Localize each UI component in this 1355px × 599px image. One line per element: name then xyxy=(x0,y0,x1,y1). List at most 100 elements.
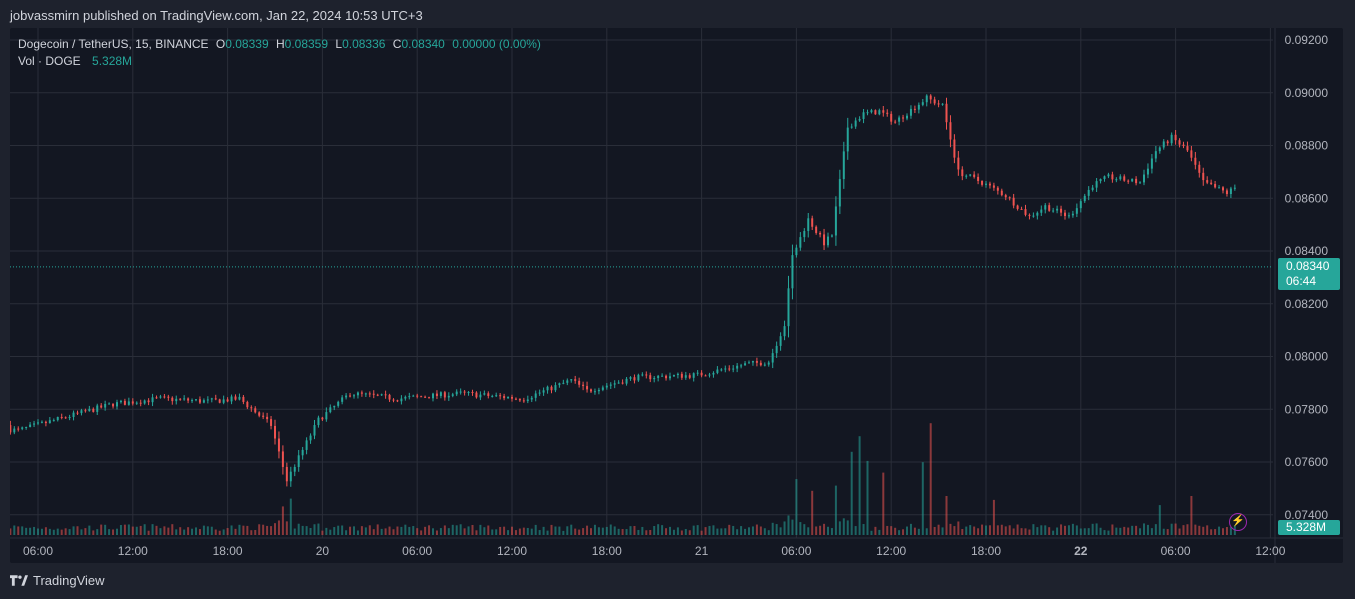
volume-bar xyxy=(202,525,205,535)
candle-body xyxy=(443,392,446,398)
time-tick-label: 12:00 xyxy=(497,544,527,558)
flash-icon[interactable]: ⚡ xyxy=(1229,513,1247,531)
candle-body xyxy=(854,120,857,127)
symbol-title: Dogecoin / TetherUS, 15, BINANCE xyxy=(18,37,209,51)
candle-body xyxy=(297,455,300,467)
candle-body xyxy=(1095,181,1098,188)
volume-bar xyxy=(447,528,450,535)
candle-body xyxy=(906,115,908,119)
volume-bar xyxy=(1154,524,1157,535)
volume-bar xyxy=(684,529,687,535)
volume-bar xyxy=(522,527,525,535)
candlestick-chart[interactable]: 0.09200 0.09000 0.08800 0.08600 0.08400 0.082… xyxy=(10,28,1343,563)
volume-bar xyxy=(376,524,379,535)
candle-body xyxy=(1229,188,1232,195)
volume-bar xyxy=(1012,528,1015,535)
candle-body xyxy=(191,400,194,402)
candle-body xyxy=(1146,168,1149,175)
volume-bar xyxy=(827,526,829,535)
volume-bar xyxy=(759,526,762,535)
candle-body xyxy=(1004,195,1007,198)
volume-bar xyxy=(949,523,952,535)
candle-body xyxy=(432,393,434,399)
candle-body xyxy=(301,449,304,456)
volume-bar xyxy=(353,526,355,535)
candle-body xyxy=(522,400,525,402)
candle-body xyxy=(119,400,122,403)
volume-bar xyxy=(720,528,723,535)
volume-bar xyxy=(321,530,324,535)
candle-body xyxy=(1143,174,1145,183)
candle-body xyxy=(471,391,474,393)
candle-body xyxy=(127,401,130,405)
volume-bar xyxy=(696,525,699,535)
candle-body xyxy=(167,396,170,398)
volume-bar xyxy=(1139,528,1142,535)
chart-legend: Dogecoin / TetherUS, 15, BINANCE O0.0833… xyxy=(18,36,541,70)
volume-bar xyxy=(13,525,16,535)
volume-bar xyxy=(653,525,656,535)
volume-bar xyxy=(755,524,758,535)
candle-body xyxy=(1170,134,1173,144)
chart-panel[interactable]: 0.09200 0.09000 0.08800 0.08600 0.08400 0.082… xyxy=(10,28,1343,563)
change-value: 0.00000 (0.00%) xyxy=(452,37,541,51)
volume-bar xyxy=(526,527,529,535)
candle-body xyxy=(1182,144,1185,147)
candle-body xyxy=(372,393,375,395)
candle-body xyxy=(981,180,984,185)
candle-body xyxy=(408,396,411,398)
candle-body xyxy=(404,396,407,399)
volume-bar xyxy=(507,530,510,535)
candle-body xyxy=(985,183,987,185)
volume-bar xyxy=(325,527,328,535)
volume-bar xyxy=(514,530,517,535)
volume-bar xyxy=(198,529,201,535)
volume-bar xyxy=(645,530,648,535)
volume-bar xyxy=(704,527,707,535)
candle-body xyxy=(147,400,150,403)
volume-bar xyxy=(179,527,182,535)
candle-body xyxy=(1044,205,1047,210)
volume-bar xyxy=(495,529,498,535)
candle-body xyxy=(92,408,95,412)
candle-body xyxy=(605,385,608,388)
volume-bar xyxy=(740,526,743,535)
candle-body xyxy=(329,407,332,413)
candle-body xyxy=(198,399,201,403)
volume-bar xyxy=(364,527,367,535)
candle-body xyxy=(226,399,229,402)
candle-body xyxy=(898,117,901,122)
candle-body xyxy=(700,372,703,376)
candle-body xyxy=(676,373,679,376)
volume-bar xyxy=(570,524,573,535)
volume-bar xyxy=(586,525,589,535)
candle-body xyxy=(1162,141,1165,148)
tradingview-brand[interactable]: TradingView xyxy=(10,573,105,588)
volume-bar xyxy=(850,451,853,535)
candle-body xyxy=(949,122,952,140)
volume-bar xyxy=(708,525,711,535)
candle-body xyxy=(712,372,715,375)
candle-body xyxy=(72,412,75,418)
candle-body xyxy=(744,363,747,366)
candle-body xyxy=(925,95,928,103)
volume-bar xyxy=(621,529,624,535)
volume-bar xyxy=(1008,525,1011,535)
volume-bar xyxy=(917,528,920,535)
candle-body xyxy=(40,421,43,423)
volume-bar xyxy=(262,524,265,535)
candle-body xyxy=(84,410,87,412)
candle-body xyxy=(767,362,770,365)
candle-body xyxy=(708,374,711,376)
volume-bar xyxy=(1075,525,1078,535)
candle-body xyxy=(1052,210,1055,212)
candle-body xyxy=(1214,183,1217,188)
volume-bar xyxy=(29,527,32,535)
volume-bar xyxy=(874,526,877,535)
volume-bar xyxy=(1004,526,1007,535)
candle-body xyxy=(171,397,174,402)
candle-body xyxy=(775,345,778,354)
volume-bar xyxy=(123,524,126,535)
volume-bar xyxy=(791,519,794,535)
candle-body xyxy=(1040,209,1043,213)
